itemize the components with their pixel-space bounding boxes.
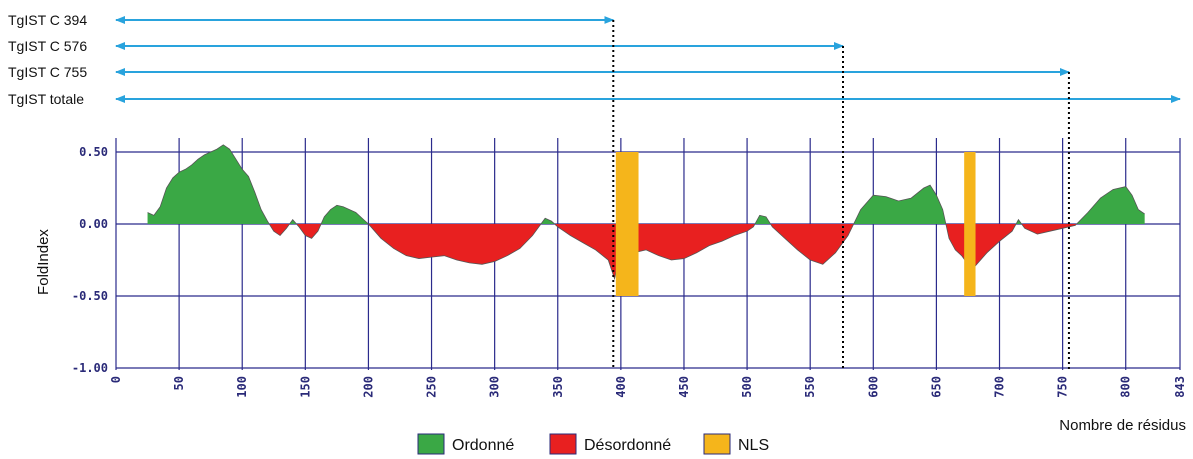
y-tick-label-3: -1.00 — [72, 361, 108, 375]
x-tick-label-3: 150 — [298, 376, 312, 398]
x-axis-title: Nombre de résidus — [1059, 417, 1186, 434]
construct-boundary-lines — [612, 20, 1070, 370]
x-tick-label-2: 100 — [235, 376, 249, 398]
x-tick-label-4: 200 — [361, 376, 375, 398]
x-tick-label-8: 400 — [614, 376, 628, 398]
legend-swatch-nls — [703, 433, 731, 455]
y-tick-label-0: 0.50 — [79, 145, 108, 159]
construct-label-1: TgIST C 576 — [8, 38, 87, 54]
construct-label-2: TgIST C 755 — [8, 64, 87, 80]
x-tick-label-0: 0 — [109, 376, 123, 383]
y-tick-label-1: 0.00 — [79, 217, 108, 231]
construct-label-0: TgIST C 394 — [8, 12, 87, 28]
nls-bar-1 — [964, 152, 976, 296]
x-tick-label-10: 500 — [740, 376, 754, 398]
x-tick-label-14: 700 — [993, 376, 1007, 398]
plot-grid — [115, 138, 1181, 370]
x-tick-label-17: 843 — [1173, 376, 1187, 398]
construct-label-3: TgIST totale — [8, 91, 84, 107]
foldindex-areas — [147, 144, 1145, 281]
nls-bar-0 — [615, 152, 639, 296]
x-tick-label-7: 350 — [551, 376, 565, 398]
x-tick-label-1: 50 — [172, 376, 186, 390]
axis-ticks: 0.50 0.00 -0.50 -1.000 50 100 150 200 250 300 350 4… — [72, 145, 1187, 398]
x-tick-label-5: 250 — [425, 376, 439, 398]
x-tick-label-9: 450 — [677, 376, 691, 398]
legend: Ordonné Désordonné NLS — [417, 433, 769, 455]
x-tick-label-11: 550 — [803, 376, 817, 398]
x-tick-label-12: 600 — [866, 376, 880, 398]
y-axis-title: FoldIndex — [35, 229, 52, 295]
construct-arrows: TgIST C 394 TgIST C 576 TgIST C 755 TgIST t… — [8, 12, 1181, 107]
legend-label-ordered: Ordonné — [452, 437, 514, 454]
x-tick-label-6: 300 — [488, 376, 502, 398]
disordered-area — [147, 224, 1145, 279]
foldindex-profile-line — [147, 144, 1145, 281]
x-tick-label-16: 800 — [1119, 376, 1133, 398]
ordered-area — [147, 144, 1145, 224]
x-tick-label-15: 750 — [1056, 376, 1070, 398]
y-tick-label-2: -0.50 — [72, 289, 108, 303]
legend-swatch-ordered — [417, 433, 445, 455]
nls-regions — [615, 152, 976, 296]
legend-swatch-disordered — [549, 433, 577, 455]
x-tick-label-13: 650 — [929, 376, 943, 398]
legend-label-nls: NLS — [738, 437, 769, 454]
legend-label-disordered: Désordonné — [584, 437, 671, 454]
